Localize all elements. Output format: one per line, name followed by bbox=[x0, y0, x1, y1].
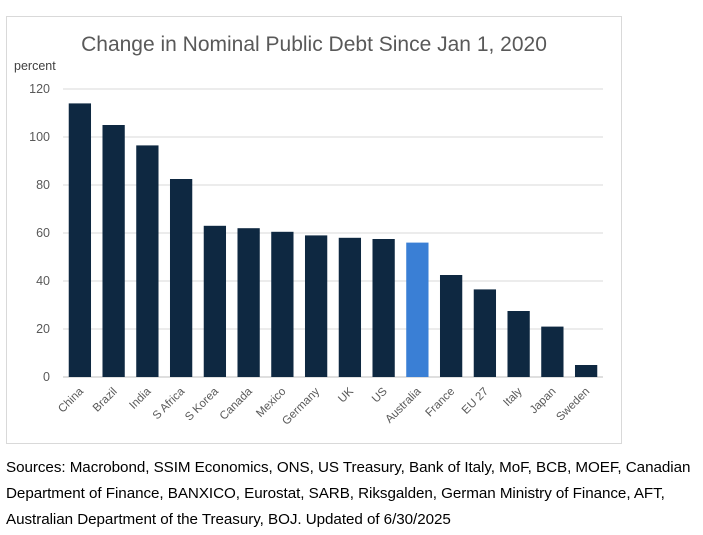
bar-germany bbox=[304, 235, 328, 377]
y-axis-label: percent bbox=[14, 59, 56, 73]
bar-s-korea bbox=[203, 225, 227, 377]
bar-india bbox=[136, 145, 159, 377]
x-tick-label: EU 27 bbox=[460, 386, 491, 417]
x-tick-label: Sweden bbox=[554, 386, 592, 424]
x-tick-label: China bbox=[56, 385, 86, 415]
bar-canada bbox=[237, 228, 260, 377]
bar-uk bbox=[338, 237, 362, 377]
y-tick-label: 60 bbox=[36, 226, 50, 240]
y-tick-label: 0 bbox=[43, 370, 50, 384]
x-tick-label: UK bbox=[336, 385, 356, 405]
bar-us bbox=[372, 239, 395, 377]
bar-sweden bbox=[574, 365, 598, 377]
x-tick-label: Canada bbox=[218, 385, 255, 422]
x-tick-label: Brazil bbox=[91, 386, 120, 415]
x-tick-label: Japan bbox=[528, 386, 559, 417]
sources-footnote: Sources: Macrobond, SSIM Economics, ONS,… bbox=[6, 459, 691, 528]
bar-australia bbox=[406, 242, 429, 377]
y-tick-label: 40 bbox=[36, 274, 50, 288]
bar-brazil bbox=[102, 125, 125, 377]
bar-eu-27 bbox=[473, 289, 497, 377]
bar-italy bbox=[507, 311, 530, 377]
bar-china bbox=[68, 103, 92, 378]
bar-japan bbox=[541, 326, 564, 377]
x-tick-label: S Korea bbox=[183, 385, 221, 423]
bar-mexico bbox=[271, 231, 294, 377]
chart-title: Change in Nominal Public Debt Since Jan … bbox=[81, 33, 547, 56]
x-tick-label: US bbox=[370, 385, 390, 405]
y-tick-label: 100 bbox=[29, 130, 50, 144]
x-tick-label: S Africa bbox=[151, 385, 188, 422]
x-tick-label: India bbox=[127, 385, 154, 412]
x-tick-label: France bbox=[423, 386, 457, 420]
y-tick-label: 120 bbox=[29, 82, 50, 96]
y-tick-label: 20 bbox=[36, 322, 50, 336]
x-tick-label: Italy bbox=[501, 385, 525, 409]
x-tick-label: Australia bbox=[383, 385, 424, 426]
bars bbox=[68, 103, 598, 378]
y-axis-ticks: 0 20 40 60 80 100 120 bbox=[29, 82, 50, 384]
y-tick-label: 80 bbox=[36, 178, 50, 192]
bar-france bbox=[439, 275, 463, 377]
bar-s-africa bbox=[169, 179, 193, 377]
x-tick-label: Germany bbox=[280, 385, 322, 427]
